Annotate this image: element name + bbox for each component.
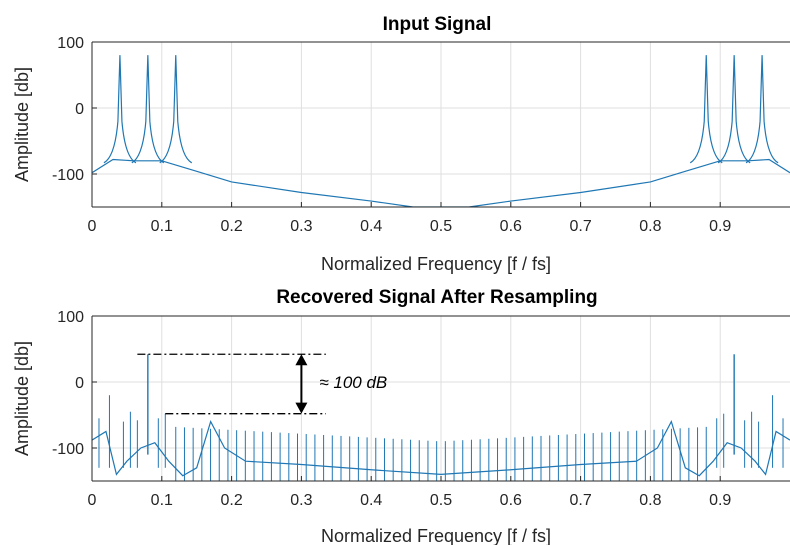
y-tick-label: -100 [52, 167, 84, 184]
spectral-peak [103, 55, 137, 164]
y-axis-label: Amplitude [db] [12, 67, 32, 182]
x-axis-label: Normalized Frequency [f / fs] [321, 526, 551, 545]
y-tick-label: 0 [75, 375, 84, 392]
x-tick-label: 0.7 [569, 492, 591, 509]
x-tick-label: 0.4 [360, 218, 382, 235]
x-tick-label: 0.8 [639, 218, 661, 235]
series-line [92, 158, 790, 207]
x-tick-label: 0.1 [151, 218, 173, 235]
x-tick-label: 0.8 [639, 492, 661, 509]
x-tick-label: 0.1 [151, 492, 173, 509]
spectral-peak [159, 55, 193, 164]
y-axis-label: Amplitude [db] [12, 341, 32, 456]
arrow-head-up [295, 354, 308, 366]
x-tick-label: 0.6 [500, 492, 522, 509]
spectral-peak [717, 55, 751, 164]
x-tick-label: 0 [88, 492, 97, 509]
x-tick-label: 0.4 [360, 492, 382, 509]
x-tick-label: 0.9 [709, 492, 731, 509]
annotation-text: ≈ 100 dB [319, 373, 387, 392]
spectral-peak [689, 55, 723, 164]
data-layer [92, 354, 790, 481]
x-tick-label: 0.3 [290, 492, 312, 509]
x-tick-label: 0.6 [500, 218, 522, 235]
x-tick-label: 0.5 [430, 218, 452, 235]
x-tick-label: 0.9 [709, 218, 731, 235]
plot-1: ≈ 100 dB 0 0.1 0.2 0.3 0.4 0.5 0.6 0.7 0.8 0.9 100 0… [12, 287, 790, 545]
chart-title: Input Signal [383, 14, 492, 35]
chart-title: Recovered Signal After Resampling [276, 287, 597, 308]
x-tick-label: 0.2 [220, 492, 242, 509]
arrow-head-down [295, 402, 308, 414]
x-tick-label: 0.2 [220, 218, 242, 235]
y-tick-label: 100 [57, 35, 84, 52]
y-tick-label: 0 [75, 101, 84, 118]
y-tick-label: 100 [57, 309, 84, 326]
spectral-peak [131, 55, 165, 164]
plot-0: 0 0.1 0.2 0.3 0.4 0.5 0.6 0.7 0.8 0.9 100 0 -100 Inpu… [12, 14, 790, 274]
spectral-peak [745, 55, 779, 164]
y-tick-label: -100 [52, 441, 84, 458]
x-axis-label: Normalized Frequency [f / fs] [321, 254, 551, 274]
x-tick-label: 0.3 [290, 218, 312, 235]
x-tick-label: 0 [88, 218, 97, 235]
x-tick-label: 0.7 [569, 218, 591, 235]
series-line [92, 420, 790, 477]
data-layer [92, 55, 790, 207]
x-tick-label: 0.5 [430, 492, 452, 509]
